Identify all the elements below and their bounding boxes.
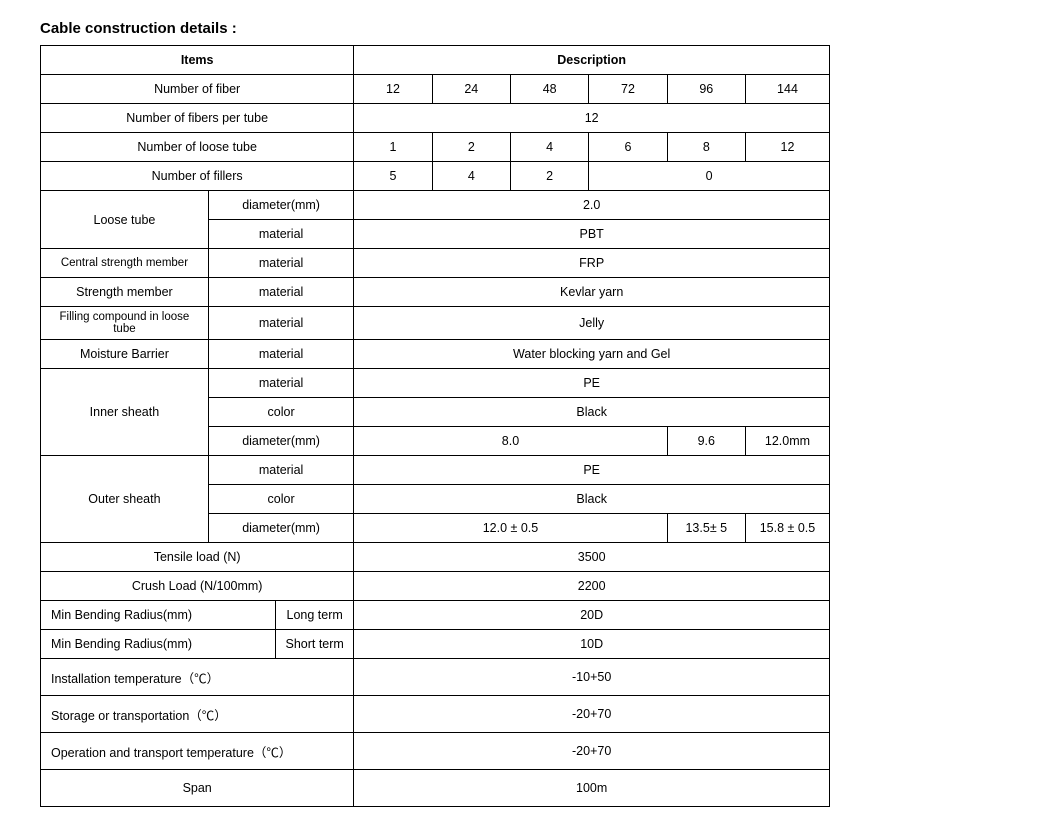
val: 13.5± 5	[667, 514, 745, 543]
row-inner-sheath-material: Inner sheath material PE	[41, 369, 830, 398]
val: 10D	[354, 630, 830, 659]
val: PE	[354, 456, 830, 485]
val: 20D	[354, 601, 830, 630]
val: 2	[510, 162, 588, 191]
val: 4	[510, 133, 588, 162]
label: Tensile load (N)	[41, 543, 354, 572]
row-bending-radius-short: Min Bending Radius(mm) Short term 10D	[41, 630, 830, 659]
val: 8.0	[354, 427, 667, 456]
row-filling-compound: Filling compound in loose tube material …	[41, 307, 830, 340]
label: Moisture Barrier	[41, 340, 209, 369]
val: 24	[432, 75, 510, 104]
val: 96	[667, 75, 745, 104]
label: Number of fillers	[41, 162, 354, 191]
sublabel: material	[208, 220, 353, 249]
val: 100m	[354, 770, 830, 807]
term: Long term	[276, 601, 354, 630]
label: Filling compound in loose tube	[41, 307, 209, 340]
label: Outer sheath	[41, 456, 209, 543]
sublabel: material	[208, 340, 353, 369]
val: 48	[510, 75, 588, 104]
row-number-of-fiber: Number of fiber 12 24 48 72 96 144	[41, 75, 830, 104]
label: Number of fiber	[41, 75, 354, 104]
val: 15.8 ± 0.5	[745, 514, 829, 543]
header-row: Items Description	[41, 46, 830, 75]
label: Installation temperature（℃）	[41, 659, 354, 696]
sublabel: material	[208, 278, 353, 307]
val: 2200	[354, 572, 830, 601]
val: 12	[354, 75, 432, 104]
sublabel: diameter(mm)	[208, 514, 353, 543]
row-crush-load: Crush Load (N/100mm) 2200	[41, 572, 830, 601]
label: Storage or transportation（℃）	[41, 696, 354, 733]
row-fibers-per-tube: Number of fibers per tube 12	[41, 104, 830, 133]
header-description: Description	[354, 46, 830, 75]
val: Jelly	[354, 307, 830, 340]
val: 144	[745, 75, 829, 104]
val: -10+50	[354, 659, 830, 696]
cable-details-table: Items Description Number of fiber 12 24 …	[40, 45, 830, 807]
row-moisture-barrier: Moisture Barrier material Water blocking…	[41, 340, 830, 369]
val: -20+70	[354, 733, 830, 770]
val: Water blocking yarn and Gel	[354, 340, 830, 369]
sublabel: color	[208, 485, 353, 514]
row-storage-transportation: Storage or transportation（℃） -20+70	[41, 696, 830, 733]
row-strength-member: Strength member material Kevlar yarn	[41, 278, 830, 307]
row-span: Span 100m	[41, 770, 830, 807]
sublabel: material	[208, 456, 353, 485]
val: 1	[354, 133, 432, 162]
label: Central strength member	[41, 249, 209, 278]
val: 9.6	[667, 427, 745, 456]
label: Strength member	[41, 278, 209, 307]
val: FRP	[354, 249, 830, 278]
label: Number of fibers per tube	[41, 104, 354, 133]
val: 8	[667, 133, 745, 162]
sublabel: material	[208, 249, 353, 278]
val: Black	[354, 485, 830, 514]
val: 12	[354, 104, 830, 133]
row-outer-sheath-material: Outer sheath material PE	[41, 456, 830, 485]
val: PE	[354, 369, 830, 398]
label: Loose tube	[41, 191, 209, 249]
row-number-of-loose-tube: Number of loose tube 1 2 4 6 8 12	[41, 133, 830, 162]
val: 0	[589, 162, 830, 191]
sublabel: diameter(mm)	[208, 191, 353, 220]
label: Number of loose tube	[41, 133, 354, 162]
val: 5	[354, 162, 432, 191]
val: Black	[354, 398, 830, 427]
val: 72	[589, 75, 667, 104]
row-tensile-load: Tensile load (N) 3500	[41, 543, 830, 572]
row-operation-temperature: Operation and transport temperature（℃） -…	[41, 733, 830, 770]
row-loose-tube-diameter: Loose tube diameter(mm) 2.0	[41, 191, 830, 220]
sublabel: material	[208, 307, 353, 340]
sublabel: color	[208, 398, 353, 427]
val: 4	[432, 162, 510, 191]
header-items: Items	[41, 46, 354, 75]
label: Min Bending Radius(mm)	[41, 601, 276, 630]
val: 12.0mm	[745, 427, 829, 456]
term: Short term	[276, 630, 354, 659]
val: 2	[432, 133, 510, 162]
val: Kevlar yarn	[354, 278, 830, 307]
row-central-strength-member: Central strength member material FRP	[41, 249, 830, 278]
val: 6	[589, 133, 667, 162]
row-installation-temperature: Installation temperature（℃） -10+50	[41, 659, 830, 696]
page-title: Cable construction details :	[40, 20, 1020, 37]
label: Crush Load (N/100mm)	[41, 572, 354, 601]
val: 3500	[354, 543, 830, 572]
val: -20+70	[354, 696, 830, 733]
label: Inner sheath	[41, 369, 209, 456]
val: PBT	[354, 220, 830, 249]
label: Span	[41, 770, 354, 807]
label: Operation and transport temperature（℃）	[41, 733, 354, 770]
sublabel: diameter(mm)	[208, 427, 353, 456]
val: 12	[745, 133, 829, 162]
val: 2.0	[354, 191, 830, 220]
label: Min Bending Radius(mm)	[41, 630, 276, 659]
sublabel: material	[208, 369, 353, 398]
row-number-of-fillers: Number of fillers 5 4 2 0	[41, 162, 830, 191]
val: 12.0 ± 0.5	[354, 514, 667, 543]
row-bending-radius-long: Min Bending Radius(mm) Long term 20D	[41, 601, 830, 630]
